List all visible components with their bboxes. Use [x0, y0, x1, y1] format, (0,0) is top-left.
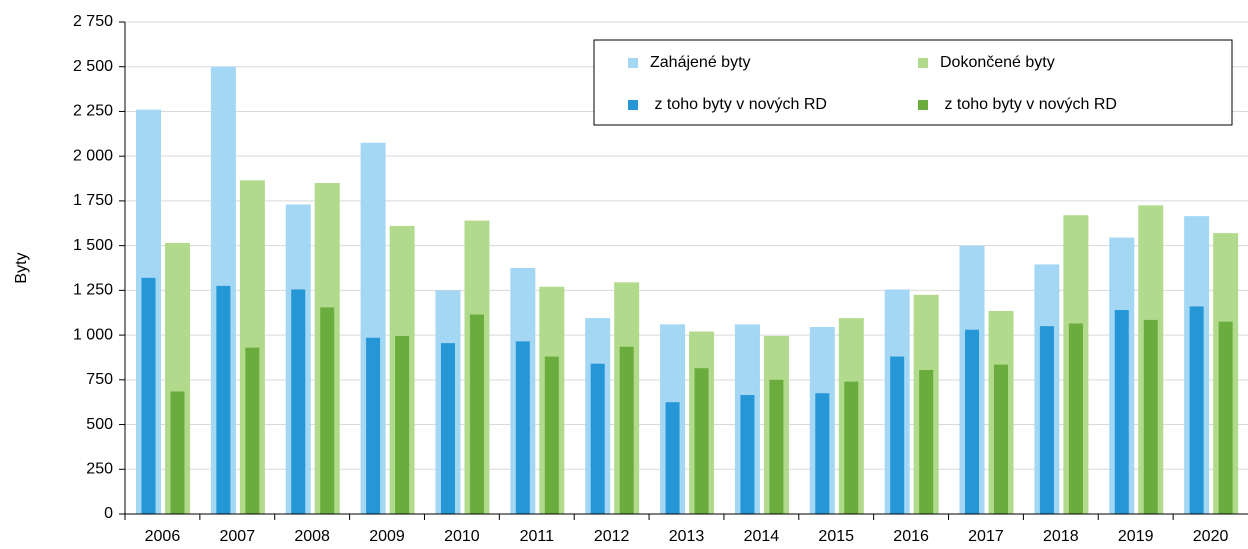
legend-box	[593, 39, 1233, 126]
x-tick-label: 2006	[145, 528, 181, 545]
bar	[844, 381, 859, 514]
bar	[245, 347, 260, 514]
y-tick-label: 0	[104, 505, 113, 522]
bar	[815, 393, 830, 514]
y-tick-label: 2 250	[73, 103, 113, 120]
bar	[366, 337, 381, 514]
bar	[216, 285, 231, 514]
legend-label: Dokončené byty	[940, 54, 1055, 71]
y-axis-label: Byty	[13, 252, 30, 283]
bar	[965, 329, 980, 514]
bar	[1189, 306, 1204, 514]
bar	[694, 368, 709, 514]
y-tick-label: 1 500	[73, 237, 113, 254]
bar	[919, 369, 934, 514]
bar	[1218, 321, 1233, 514]
y-tick-label: 2 750	[73, 13, 113, 30]
bar	[890, 356, 905, 514]
bar	[740, 395, 755, 514]
x-tick-label: 2019	[1118, 528, 1154, 545]
legend-marker	[628, 58, 638, 68]
bar	[590, 363, 605, 514]
bar	[291, 289, 306, 514]
x-tick-label: 2016	[893, 528, 929, 545]
x-tick-label: 2007	[220, 528, 256, 545]
x-tick-label: 2009	[369, 528, 405, 545]
x-tick-label: 2014	[744, 528, 780, 545]
bar	[619, 346, 634, 514]
y-tick-label: 1 000	[73, 326, 113, 343]
x-tick-label: 2010	[444, 528, 480, 545]
x-tick-label: 2020	[1193, 528, 1229, 545]
bar	[440, 343, 455, 514]
legend-label: z toho byty v nových RD	[940, 96, 1117, 113]
y-tick-label: 2 500	[73, 58, 113, 75]
y-tick-label: 500	[86, 416, 113, 433]
x-tick-label: 2011	[520, 528, 555, 545]
x-tick-label: 2008	[294, 528, 330, 545]
bar	[1114, 310, 1129, 514]
bar	[469, 314, 484, 514]
bar	[769, 379, 784, 514]
y-tick-label: 250	[86, 460, 113, 477]
y-tick-label: 750	[86, 371, 113, 388]
x-tick-label: 2015	[818, 528, 854, 545]
legend-marker	[918, 100, 928, 110]
bar	[141, 277, 156, 514]
x-tick-label: 2018	[1043, 528, 1079, 545]
bar	[994, 364, 1009, 514]
bar	[170, 391, 185, 514]
bar	[515, 341, 530, 514]
y-tick-label: 1 750	[73, 192, 113, 209]
bar	[1039, 326, 1054, 514]
bar	[544, 356, 559, 514]
x-tick-label: 2017	[968, 528, 1004, 545]
bar	[1068, 323, 1083, 514]
y-tick-label: 2 000	[73, 147, 113, 164]
bar	[395, 335, 410, 514]
legend-marker	[628, 100, 638, 110]
y-tick-label: 1 250	[73, 282, 113, 299]
legend-label: z toho byty v nových RD	[650, 96, 827, 113]
legend-marker	[918, 58, 928, 68]
bar	[1143, 319, 1158, 514]
x-tick-label: 2012	[594, 528, 630, 545]
bar	[320, 307, 335, 514]
x-tick-label: 2013	[669, 528, 705, 545]
legend-label: Zahájené byty	[650, 54, 751, 71]
bar	[665, 402, 680, 514]
